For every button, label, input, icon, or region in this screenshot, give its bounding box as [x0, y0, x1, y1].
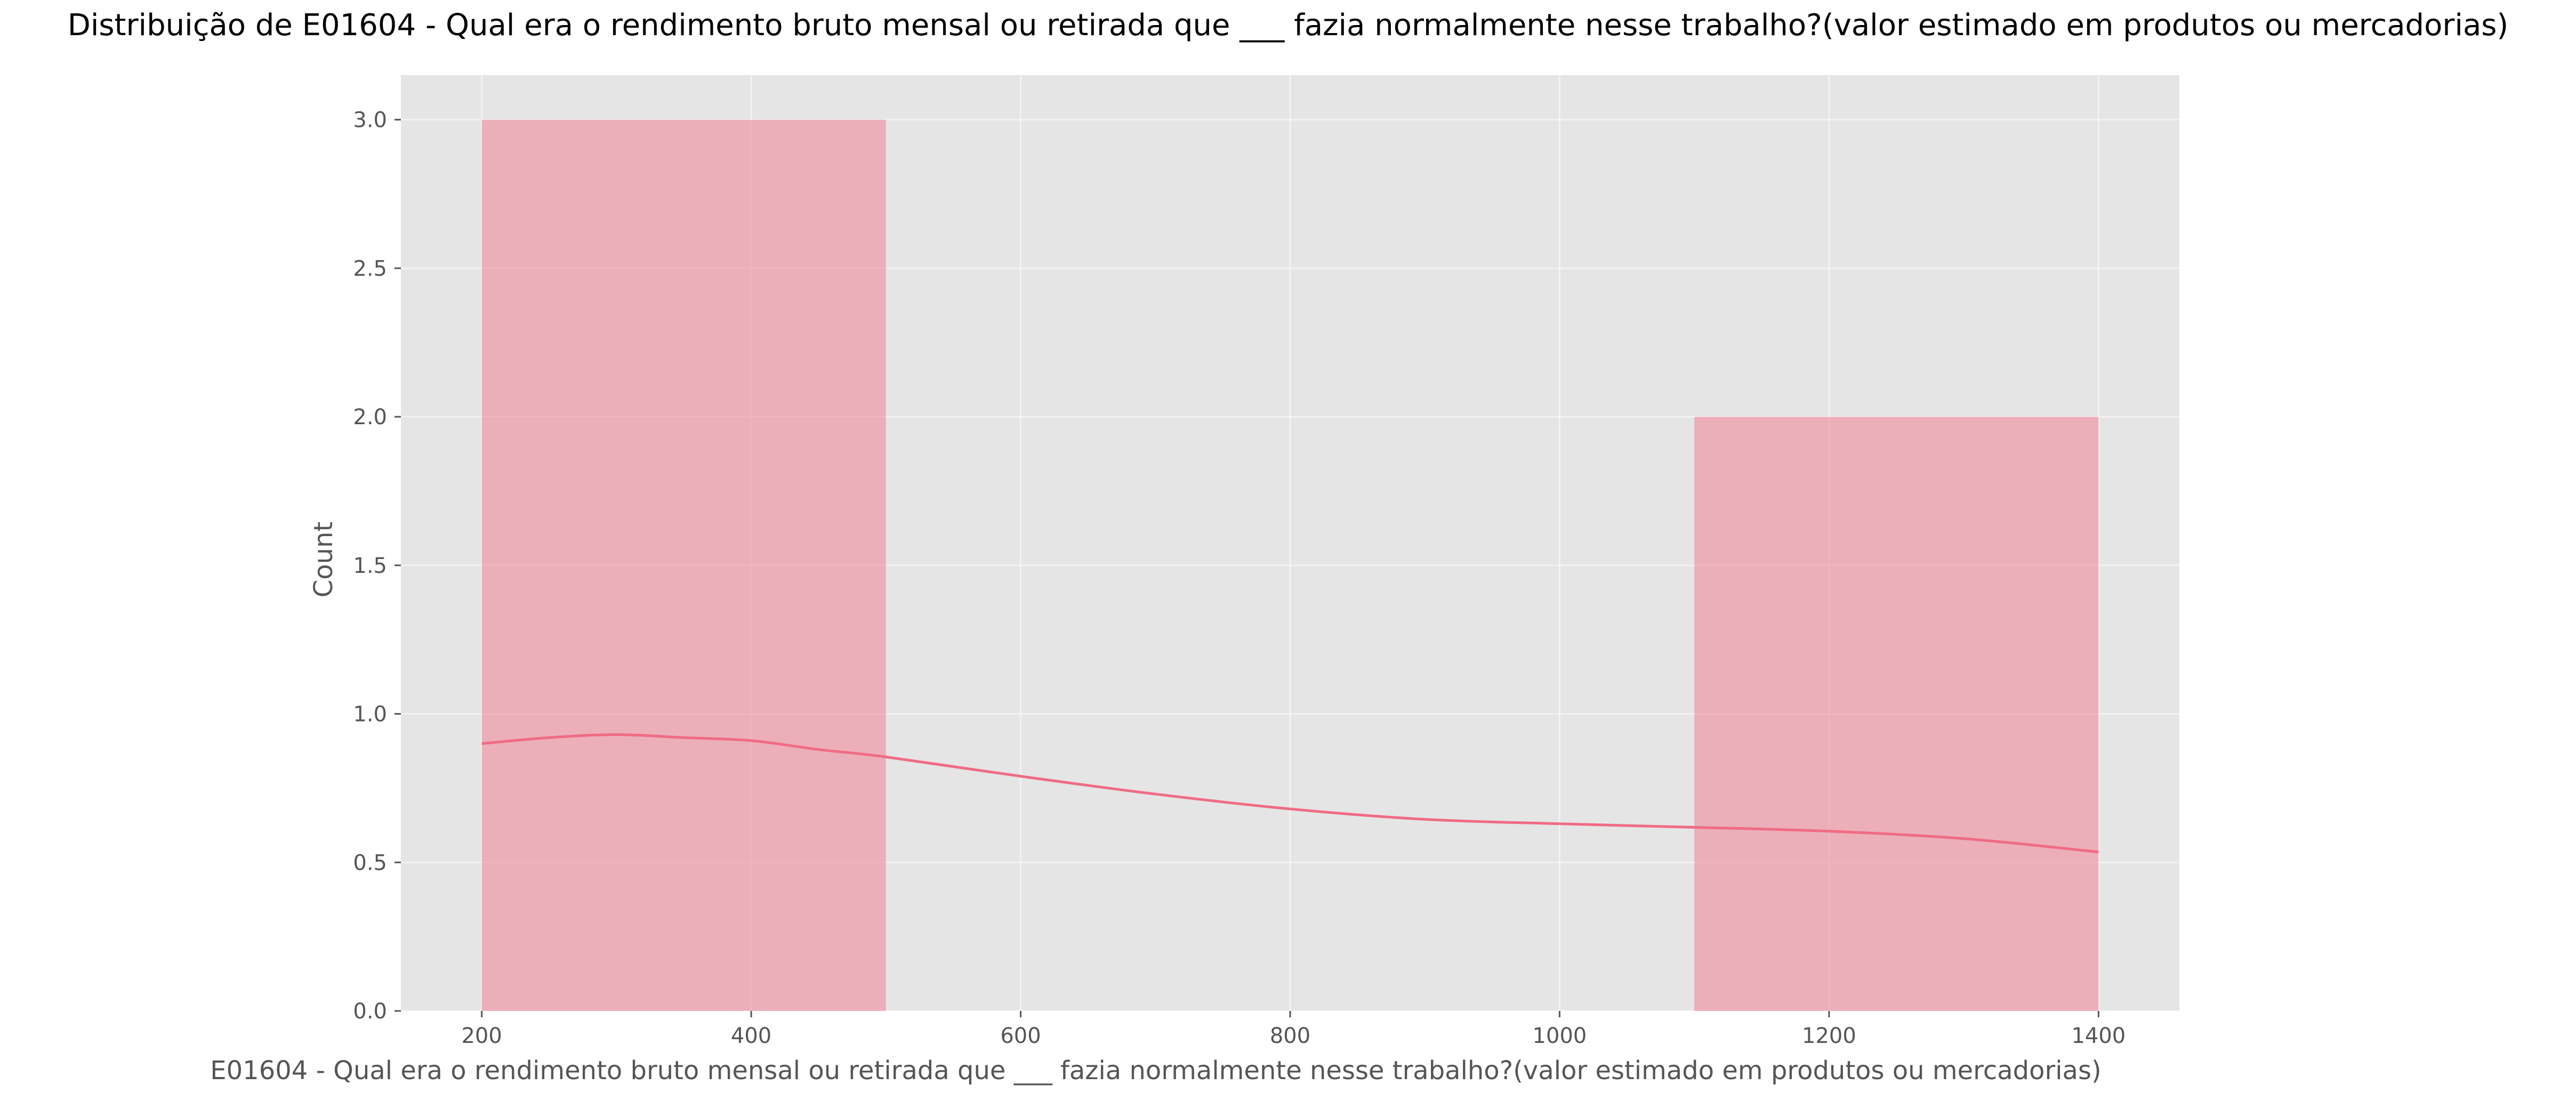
x-tick-label: 400: [731, 1024, 771, 1048]
y-tick-label: 1.0: [353, 702, 387, 727]
histogram-bars: [481, 119, 2099, 1011]
y-tick-label: 2.5: [353, 256, 387, 281]
x-tick-label: 1200: [1802, 1024, 1856, 1048]
x-tick-label: 200: [461, 1024, 502, 1048]
kde-curve: [481, 733, 2099, 854]
chart-title: Distribuição de E01604 - Qual era o rend…: [68, 8, 2509, 43]
x-tick-label: 800: [1270, 1024, 1310, 1048]
x-axis-label: E01604 - Qual era o rendimento bruto men…: [210, 1056, 2101, 1086]
y-tick-label: 0.0: [353, 999, 387, 1024]
y-tick-label: 3.0: [353, 108, 387, 133]
y-axis-ticks: 0.0 0.5 1.0 1.5 2.0 2.5 3.0: [353, 108, 401, 1024]
y-tick-label: 1.5: [353, 554, 387, 578]
x-tick-label: 1400: [2071, 1024, 2126, 1048]
x-tick-label: 1000: [1533, 1024, 1587, 1048]
histogram-bar: [481, 119, 886, 1011]
x-axis-ticks: 200 400 600 800 1000 1200 1400: [461, 1011, 2126, 1048]
x-tick-label: 600: [1000, 1024, 1041, 1048]
y-axis-label: Count: [309, 522, 339, 598]
y-tick-label: 0.5: [353, 851, 387, 875]
histogram-bar: [1694, 417, 2099, 1011]
y-tick-label: 2.0: [353, 405, 387, 430]
